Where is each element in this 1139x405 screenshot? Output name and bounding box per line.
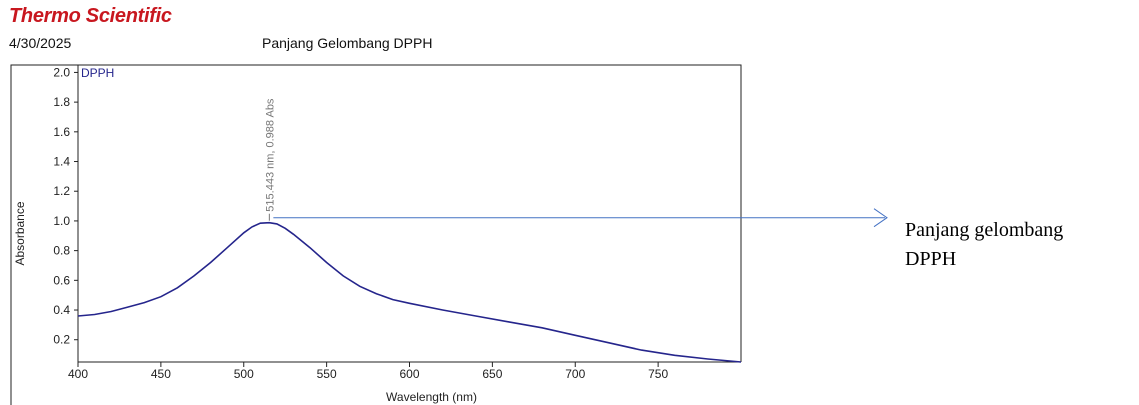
y-tick-label: 1.4 bbox=[53, 155, 70, 169]
x-tick-label: 600 bbox=[399, 367, 419, 381]
y-tick-label: 1.6 bbox=[53, 125, 70, 139]
y-tick-label: 2.0 bbox=[53, 65, 70, 79]
y-axis-label: Absorbance bbox=[13, 201, 27, 265]
series-label: DPPH bbox=[81, 66, 114, 80]
series-line-dpph bbox=[77, 221, 742, 363]
x-axis-label: Wavelength (nm) bbox=[386, 390, 477, 404]
callout-label: Panjang gelombang DPPH bbox=[905, 216, 1135, 274]
report-date: 4/30/2025 bbox=[9, 35, 72, 51]
x-tick-label: 650 bbox=[482, 367, 502, 381]
x-tick-label: 700 bbox=[565, 367, 585, 381]
chart-title: Panjang Gelombang DPPH bbox=[262, 35, 433, 51]
callout-arrow-head bbox=[873, 208, 888, 228]
peak-label: 515.443 nm, 0.988 Abs bbox=[264, 98, 276, 212]
y-tick-label: 1.8 bbox=[53, 95, 70, 109]
x-tick-label: 750 bbox=[648, 367, 668, 381]
x-tick-label: 400 bbox=[68, 367, 88, 381]
chart-frame bbox=[10, 64, 742, 405]
y-tick-label: 1.2 bbox=[53, 184, 70, 198]
y-tick-label: 0.2 bbox=[53, 333, 70, 347]
x-tick-label: 500 bbox=[234, 367, 254, 381]
y-tick-label: 0.4 bbox=[53, 303, 70, 317]
callout-line-2: DPPH bbox=[905, 248, 957, 270]
x-tick-label: 450 bbox=[151, 367, 171, 381]
callout-line-1: Panjang gelombang bbox=[905, 219, 1064, 241]
y-tick-label: 0.6 bbox=[53, 273, 70, 287]
brand-logo: Thermo Scientific bbox=[9, 5, 172, 27]
y-tick-label: 0.8 bbox=[53, 244, 70, 258]
x-tick-label: 550 bbox=[317, 367, 337, 381]
y-tick-label: 1.0 bbox=[53, 214, 70, 228]
